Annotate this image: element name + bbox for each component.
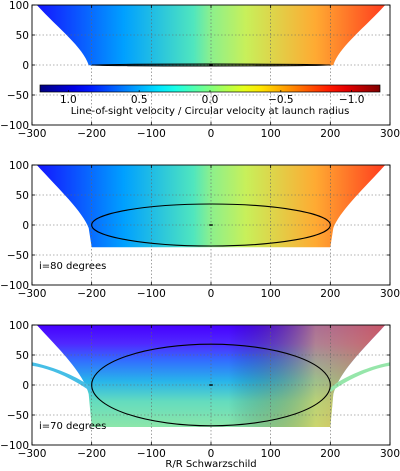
- colorbar-tick-label: 1.0: [60, 94, 77, 106]
- x-tick-label: −300: [18, 448, 47, 460]
- y-tick-label: −100: [0, 120, 29, 132]
- y-tick-label: −50: [7, 410, 29, 422]
- flow-region: [36, 165, 386, 248]
- panel-bottom: −300 −200 −100 0 100 200 300 −100 −50 0 50 100 i=70 …: [0, 320, 400, 470]
- disk-ellipse: [91, 343, 331, 427]
- x-tick-label: 100: [261, 448, 281, 460]
- x-tick-label: −300: [18, 128, 47, 140]
- y-tick-label: −100: [0, 440, 29, 452]
- x-tick-label: 0: [208, 448, 215, 460]
- y-tick-label: 0: [22, 380, 29, 392]
- colorbar-tick-label: −1.0: [339, 94, 365, 106]
- x-tick-label: 300: [380, 448, 400, 460]
- y-tick-label: 50: [16, 190, 29, 202]
- x-tick-label: 200: [320, 448, 340, 460]
- y-tick-label: 100: [9, 320, 29, 332]
- x-tick-label: 300: [380, 288, 400, 300]
- colorbar-tick-label: 0.5: [131, 94, 148, 106]
- y-tick-label: 0: [22, 60, 29, 72]
- y-tick-label: −100: [0, 280, 29, 292]
- colorbar-tick-label: −0.5: [268, 94, 294, 106]
- x-tick-label: −300: [18, 288, 47, 300]
- x-tick-label: −100: [137, 448, 166, 460]
- y-tick-label: −50: [7, 250, 29, 262]
- flow-right-wing: [330, 362, 390, 393]
- disk-ellipse: [91, 203, 331, 247]
- y-tick-label: 100: [9, 160, 29, 172]
- x-tick-label: 300: [380, 128, 400, 140]
- colorbar-tick-label: 0.0: [202, 94, 219, 106]
- y-tick-label: 100: [9, 0, 29, 12]
- colorbar-label: Line-of-sight velocity / Circular veloci…: [71, 106, 350, 117]
- panel-middle: −300 −200 −100 0 100 200 300 −100 −50 0 50 100 i=80 …: [0, 160, 400, 300]
- panel-top: −300 −200 −100 0 100 200 300 −100 −50 0 50 100 1.0 0.…: [0, 0, 400, 140]
- x-tick-label: −100: [137, 288, 166, 300]
- x-tick-label: −200: [77, 448, 106, 460]
- x-tick-label: −200: [77, 288, 106, 300]
- x-axis-label: R/R Schwarzschild: [165, 459, 256, 470]
- x-tick-label: 0: [208, 128, 215, 140]
- panel-annotation: i=70 degrees: [39, 421, 106, 432]
- x-tick-label: −200: [77, 128, 106, 140]
- x-tick-label: −100: [137, 128, 166, 140]
- x-tick-label: 200: [320, 128, 340, 140]
- y-tick-label: −50: [7, 90, 29, 102]
- y-tick-label: 50: [16, 30, 29, 42]
- disk-ellipse: [91, 63, 331, 67]
- x-tick-label: 100: [261, 288, 281, 300]
- y-tick-label: 50: [16, 350, 29, 362]
- flow-left-wing: [32, 362, 92, 393]
- x-tick-label: 200: [320, 288, 340, 300]
- y-tick-label: 0: [22, 220, 29, 232]
- flow-redshift-overlay: [36, 325, 386, 427]
- x-tick-label: 100: [261, 128, 281, 140]
- x-tick-label: 0: [208, 288, 215, 300]
- panel-annotation: i=80 degrees: [39, 261, 106, 272]
